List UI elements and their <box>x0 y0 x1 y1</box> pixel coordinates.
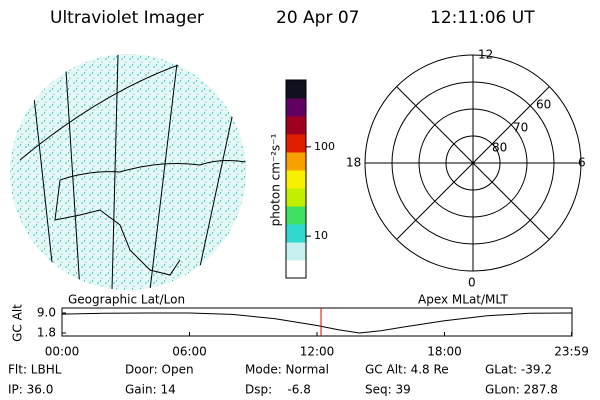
colorbar-swatch <box>286 206 306 225</box>
colorbar-frame <box>285 79 307 279</box>
alt-xtick-label: 06:00 <box>172 345 207 359</box>
colorbar-swatch <box>286 170 306 189</box>
status-field: Gain: 14 <box>125 383 176 397</box>
colorbar-label: photon cm⁻²s⁻¹ <box>269 133 283 226</box>
status-field: Door: Open <box>125 363 194 377</box>
alt-xtick-label: 23:59 <box>554 345 589 359</box>
colorbar-swatch <box>286 98 306 117</box>
alt-xtick-label: 12:00 <box>300 345 335 359</box>
alt-ytick-label: 1.8 <box>37 326 56 340</box>
status-field: GC Alt: 4.8 Re <box>365 363 449 377</box>
colorbar-tick-label: 10 <box>314 229 328 242</box>
footer: Flt: LBHL Door: Open Mode: Normal GC Alt: 4… <box>8 363 558 397</box>
time: 12:11:06 UT <box>430 8 535 28</box>
status-field: GLat: -39.2 <box>485 363 552 377</box>
alt-frame <box>61 307 573 337</box>
polar-grid <box>364 54 582 272</box>
colorbar-tick-label: 100 <box>314 140 335 153</box>
status-field: Mode: Normal <box>245 363 329 377</box>
mlat-label: 60 <box>536 98 551 112</box>
colorbar-swatch <box>286 188 306 207</box>
status-field: Dsp: -6.8 <box>245 383 311 397</box>
status-field: Flt: LBHL <box>8 363 62 377</box>
alt-curve <box>61 312 573 334</box>
right-label: Apex MLat/MLT <box>418 293 508 307</box>
mlt-label: 18 <box>346 156 361 170</box>
colorbar-swatch <box>286 242 306 261</box>
mlt-label: 12 <box>478 48 493 62</box>
mlt-label: 6 <box>578 156 586 170</box>
alt-ylabel: GC Alt <box>11 304 25 342</box>
status-field: IP: 36.0 <box>8 383 53 397</box>
left-label: Geographic Lat/Lon <box>68 293 185 307</box>
alt-xtick-label: 18:00 <box>427 345 462 359</box>
earth-image <box>10 54 246 290</box>
instrument: Ultraviolet Imager <box>50 8 204 28</box>
colorbar-swatch <box>286 224 306 243</box>
colorbar: 10 100 <box>285 79 335 279</box>
mlat-label: 70 <box>513 121 528 135</box>
colorbar-swatch <box>286 152 306 171</box>
colorbar-swatch <box>286 116 306 135</box>
alt-ytick-label: 9.0 <box>37 306 56 320</box>
status-field: Seq: 39 <box>365 383 411 397</box>
date: 20 Apr 07 <box>276 8 359 28</box>
mlt-label: 0 <box>468 276 476 290</box>
colorbar-swatch <box>286 134 306 153</box>
status-field: GLon: 287.8 <box>485 383 558 397</box>
mlat-label: 80 <box>492 141 507 155</box>
altitude-panel: 9.0 1.8 00:00 06:00 12:00 18:00 23:59 <box>37 306 589 359</box>
colorbar-swatch <box>286 80 306 99</box>
colorbar-swatch <box>286 260 306 279</box>
alt-xtick-label: 00:00 <box>45 345 80 359</box>
